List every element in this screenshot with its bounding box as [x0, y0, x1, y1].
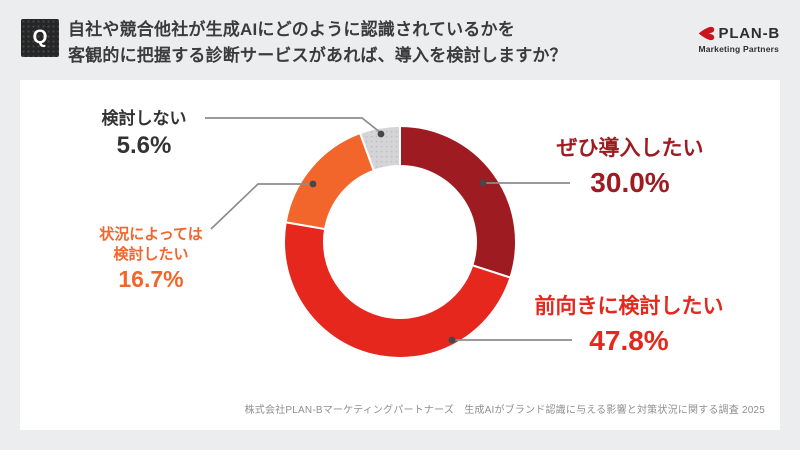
- callout-positive: 前向きに検討したい 47.8%: [519, 293, 739, 357]
- plan-b-logo: PLAN-B Marketing Partners: [698, 25, 780, 54]
- callout-must-adopt-label: ぜひ導入したい: [556, 137, 704, 160]
- callout-positive-label: 前向きに検討したい: [534, 295, 724, 318]
- plan-b-heart-icon: [698, 26, 714, 41]
- callout-conditional-value: 16.7%: [118, 266, 184, 292]
- logo-row: PLAN-B: [698, 25, 780, 42]
- donut-segment-3: [359, 125, 401, 172]
- donut-segment-1: [283, 221, 512, 359]
- logo-subtitle: Marketing Partners: [698, 44, 780, 54]
- donut-segment-2: [284, 132, 375, 231]
- callout-conditional-label-line2: 検討したい: [113, 246, 189, 263]
- question-line-2: 客観的に把握する診断サービスがあれば、導入を検討しますか？: [68, 46, 567, 65]
- donut-segments: [283, 125, 517, 359]
- leader-lines: [205, 117, 572, 341]
- donut-segment-0: [399, 125, 517, 279]
- callout-no-consider-value: 5.6%: [116, 132, 172, 159]
- question-badge: Q: [21, 19, 59, 57]
- callout-conditional: 状況によっては 検討したい 16.7%: [66, 225, 236, 293]
- callout-conditional-label: 状況によっては 検討したい: [66, 225, 236, 265]
- leader-no-consider: [205, 117, 382, 134]
- leader-dot-must-adopt: [479, 179, 487, 187]
- source-credit: 株式会社PLAN-Bマーケティングパートナーズ 生成AIがブランド認識に与える影…: [244, 405, 765, 416]
- question-line-1: 自社や競合他社が生成AIにどのように認識されているかを: [68, 20, 515, 39]
- donut-chart: [205, 117, 572, 359]
- leader-dot-no-consider: [377, 130, 385, 138]
- callout-positive-value: 47.8%: [589, 325, 669, 356]
- callout-conditional-label-line1: 状況によっては: [99, 226, 203, 243]
- callout-must-adopt-value: 30.0%: [590, 167, 670, 198]
- callout-no-consider-label: 検討しない: [101, 109, 187, 128]
- question-badge-letter: Q: [32, 27, 48, 48]
- leader-dot-positive: [448, 336, 456, 344]
- callout-no-consider: 検討しない 5.6%: [59, 108, 229, 160]
- leader-dots: [309, 130, 487, 344]
- leader-conditional: [210, 183, 313, 230]
- question-title: 自社や競合他社が生成AIにどのように認識されているかを 客観的に把握する診断サー…: [68, 17, 567, 69]
- callout-must-adopt: ぜひ導入したい 30.0%: [520, 135, 740, 199]
- logo-brand-text: PLAN-B: [718, 25, 780, 42]
- chart-card: 検討しない 5.6% 状況によっては 検討したい 16.7% ぜひ導入したい 3…: [20, 80, 780, 430]
- leader-dot-conditional: [309, 180, 317, 188]
